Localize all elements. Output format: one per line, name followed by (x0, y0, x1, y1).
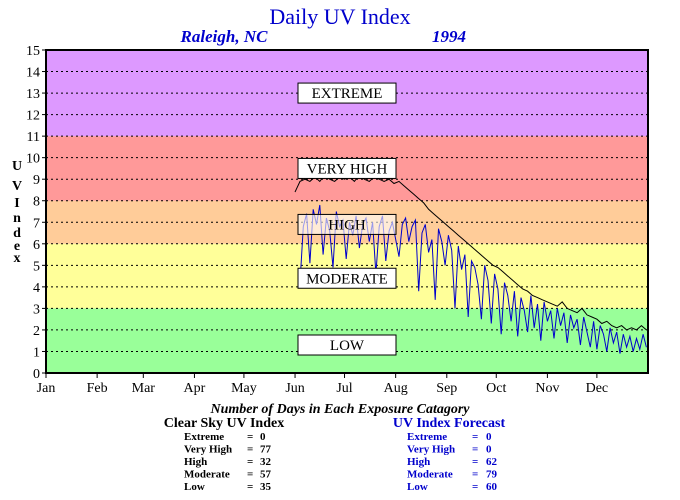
zone-label-text: HIGH (328, 217, 366, 233)
table-row-value: 57 (260, 469, 272, 481)
x-tick-label: Mar (132, 381, 156, 396)
table-row-value: 60 (486, 481, 498, 493)
table-row-eq: = (472, 456, 478, 468)
zone-label-text: VERY HIGH (307, 161, 388, 177)
table-row-eq: = (247, 456, 253, 468)
table-title: UV Index Forecast (393, 416, 506, 431)
table-row-value: 32 (260, 456, 272, 468)
x-tick-label: Sep (436, 381, 457, 396)
x-tick-label: Aug (384, 381, 408, 396)
table-row-label: High (407, 456, 430, 468)
x-tick-label: Jun (285, 381, 304, 396)
chart-year: 1994 (432, 27, 466, 46)
table-row-eq: = (247, 481, 253, 493)
y-axis-label-char: U (12, 159, 22, 174)
y-tick-label: 0 (33, 367, 40, 382)
y-tick-label: 15 (26, 44, 40, 59)
y-tick-label: 11 (27, 130, 40, 145)
table-row-value: 62 (486, 456, 498, 468)
table-row-label: Very High (407, 444, 455, 456)
zone-label-text: MODERATE (306, 271, 388, 287)
x-tick-label: Feb (87, 381, 108, 396)
zone-label-box (297, 267, 397, 289)
chart-title: Daily UV Index (269, 4, 410, 29)
table-row-label: Extreme (184, 431, 224, 443)
table-row-eq: = (472, 444, 478, 456)
table-row-label: Moderate (184, 469, 230, 481)
table-row-label: Extreme (407, 431, 447, 443)
table-row-eq: = (247, 431, 253, 443)
y-axis-label-char: e (14, 239, 20, 254)
y-tick-label: 13 (26, 87, 40, 102)
table-row-value: 0 (486, 431, 492, 443)
y-axis-label-char: I (14, 196, 19, 211)
table-row-label: High (184, 456, 207, 468)
zone-label-box (297, 157, 397, 179)
y-axis-label-char: n (13, 211, 21, 226)
x-tick-label: Apr (184, 381, 206, 396)
y-tick-label: 3 (33, 302, 40, 317)
x-tick-label: Jan (37, 381, 56, 396)
y-tick-label: 4 (33, 281, 40, 296)
table-row-value: 35 (260, 481, 272, 493)
table-row-value: 77 (260, 444, 272, 456)
x-tick-label: Oct (486, 381, 506, 396)
table-row-label: Low (184, 481, 205, 493)
table-title: Clear Sky UV Index (164, 416, 284, 431)
grid-lines (46, 71, 648, 352)
zone-label-box (297, 213, 397, 235)
y-tick-label: 12 (26, 109, 40, 124)
table-row-eq: = (472, 469, 478, 481)
chart-location: Raleigh, NC (180, 27, 269, 46)
table-row-label: Very High (184, 444, 232, 456)
y-tick-label: 1 (33, 345, 40, 360)
table-row-eq: = (247, 469, 253, 481)
table-row-label: Low (407, 481, 428, 493)
y-tick-label: 10 (26, 152, 40, 167)
y-tick-label: 5 (33, 259, 40, 274)
x-tick-label: Nov (535, 381, 559, 396)
zone-label-box (297, 82, 397, 104)
y-tick-label: 6 (33, 238, 40, 253)
y-tick-label: 8 (33, 195, 40, 210)
x-tick-label: Jul (336, 381, 352, 396)
y-axis-label-char: d (13, 226, 21, 241)
zone-label-text: LOW (330, 338, 365, 354)
table-row-value: 0 (486, 444, 492, 456)
x-tick-label: May (231, 381, 257, 396)
y-axis-label-char: V (12, 179, 22, 194)
x-tick-label: Dec (586, 381, 609, 396)
table-row-eq: = (472, 431, 478, 443)
table-row-label: Moderate (407, 469, 453, 481)
y-tick-label: 14 (26, 66, 40, 81)
plot-frame (45, 49, 649, 374)
y-axis-label-char: x (14, 251, 21, 266)
table-row-eq: = (472, 481, 478, 493)
table-row-eq: = (247, 444, 253, 456)
zone-label-text: EXTREME (312, 86, 383, 102)
series-line-0 (294, 174, 647, 331)
caption: Number of Days in Each Exposure Catagory (209, 402, 470, 417)
table-row-value: 0 (260, 431, 266, 443)
y-tick-label: 9 (33, 173, 40, 188)
table-row-value: 79 (486, 469, 498, 481)
y-tick-label: 2 (33, 324, 40, 339)
zone-label-box (297, 334, 397, 356)
y-tick-label: 7 (33, 216, 40, 231)
zone-labels: LOW MODERATE HIGH VERY HIGH EXTREME (297, 82, 397, 356)
